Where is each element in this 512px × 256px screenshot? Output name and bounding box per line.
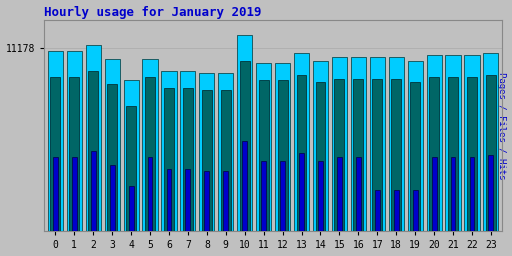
Text: Hourly usage for January 2019: Hourly usage for January 2019: [44, 6, 262, 18]
Bar: [313, 61, 328, 231]
Bar: [223, 171, 228, 231]
Bar: [470, 157, 475, 231]
Bar: [483, 53, 499, 231]
Bar: [467, 77, 477, 231]
Bar: [202, 90, 212, 231]
Bar: [451, 157, 456, 231]
Bar: [486, 74, 496, 231]
Bar: [67, 51, 82, 231]
Bar: [391, 79, 401, 231]
Bar: [91, 151, 96, 231]
Bar: [204, 171, 209, 231]
Bar: [129, 186, 134, 231]
Bar: [107, 84, 117, 231]
Bar: [375, 190, 380, 231]
Bar: [183, 88, 193, 231]
Bar: [53, 157, 58, 231]
Bar: [429, 77, 439, 231]
Bar: [464, 55, 480, 231]
Bar: [221, 90, 231, 231]
Bar: [370, 57, 385, 231]
Bar: [261, 161, 266, 231]
Bar: [69, 77, 79, 231]
Bar: [218, 73, 233, 231]
Bar: [294, 53, 309, 231]
Bar: [145, 77, 155, 231]
Bar: [318, 161, 323, 231]
Bar: [351, 57, 366, 231]
Bar: [110, 165, 115, 231]
Bar: [432, 157, 437, 231]
Bar: [104, 59, 120, 231]
Bar: [48, 51, 63, 231]
Bar: [299, 153, 304, 231]
Bar: [126, 106, 136, 231]
Bar: [185, 169, 190, 231]
Bar: [50, 77, 60, 231]
Bar: [296, 74, 307, 231]
Bar: [389, 57, 404, 231]
Bar: [332, 57, 347, 231]
Bar: [372, 79, 382, 231]
Bar: [280, 161, 285, 231]
Bar: [72, 157, 77, 231]
Bar: [237, 35, 252, 231]
Bar: [242, 141, 247, 231]
Bar: [394, 190, 399, 231]
Bar: [315, 82, 326, 231]
Bar: [275, 63, 290, 231]
Bar: [88, 71, 98, 231]
Bar: [426, 55, 442, 231]
Bar: [86, 45, 101, 231]
Bar: [337, 157, 342, 231]
Bar: [353, 79, 364, 231]
Bar: [142, 59, 158, 231]
Bar: [180, 71, 196, 231]
Bar: [123, 80, 139, 231]
Bar: [488, 155, 494, 231]
Y-axis label: Pages / Files / Hits: Pages / Files / Hits: [498, 72, 506, 179]
Bar: [256, 63, 271, 231]
Bar: [161, 71, 177, 231]
Bar: [259, 80, 269, 231]
Bar: [408, 61, 423, 231]
Bar: [199, 73, 215, 231]
Bar: [240, 61, 250, 231]
Bar: [410, 82, 420, 231]
Bar: [278, 80, 288, 231]
Bar: [164, 88, 174, 231]
Bar: [413, 190, 418, 231]
Bar: [147, 157, 153, 231]
Bar: [166, 169, 172, 231]
Bar: [445, 55, 461, 231]
Bar: [356, 157, 361, 231]
Bar: [448, 77, 458, 231]
Bar: [334, 79, 345, 231]
